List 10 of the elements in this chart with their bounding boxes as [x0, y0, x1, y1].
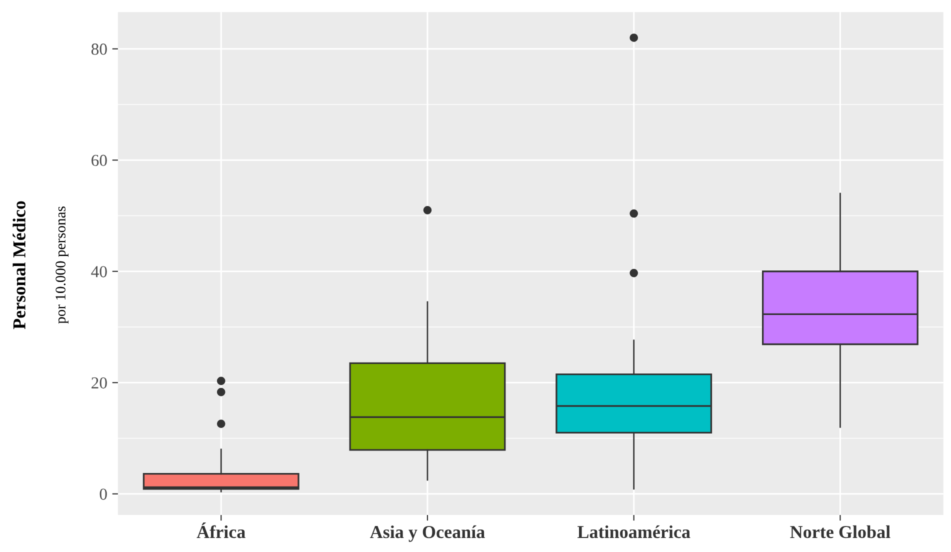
y-tick-label: 60 [92, 154, 107, 166]
y-tick-label: 40 [91, 266, 107, 278]
y-tick-label: 0 [100, 488, 107, 500]
y-tick-label: 80 [91, 44, 107, 55]
x-tick-label: Norte Global [790, 525, 890, 538]
x-tick-label: Asia y Oceanía [370, 525, 485, 542]
text: Personal Médico por 10.000 personas [12, 201, 68, 330]
x-tick-label: África [196, 522, 246, 538]
x-tick-label: Latinoamérica [577, 525, 690, 538]
y-tick-label: 20 [92, 377, 107, 389]
